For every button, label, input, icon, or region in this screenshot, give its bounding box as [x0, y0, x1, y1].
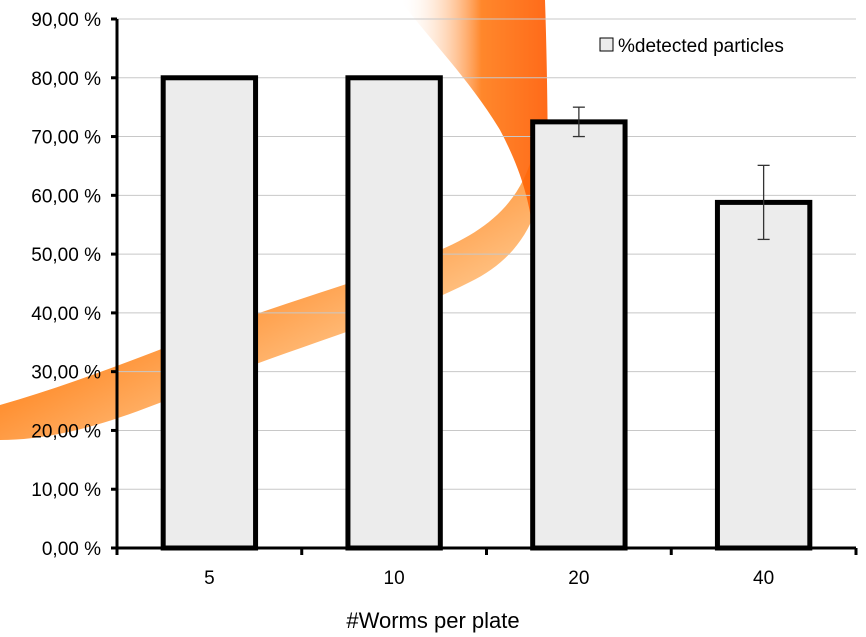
y-tick-label: 80,00 %	[31, 69, 101, 90]
y-tick-label: 60,00 %	[31, 186, 101, 207]
legend: %detected particles	[599, 36, 784, 57]
bar	[530, 119, 628, 551]
y-tick-label: 50,00 %	[31, 245, 101, 266]
y-tick-label: 30,00 %	[31, 363, 101, 384]
x-tick-label: 20	[568, 568, 589, 589]
x-axis-title: #Worms per plate	[346, 608, 519, 633]
y-tick-label: 20,00 %	[31, 421, 101, 442]
x-tick-label: 10	[384, 568, 405, 589]
legend-label: %detected particles	[618, 36, 784, 57]
bar	[714, 199, 813, 551]
y-tick-label: 0,00 %	[42, 539, 101, 560]
y-tick-label: 90,00 %	[31, 10, 101, 31]
bar	[160, 75, 259, 551]
x-tick-label: 5	[204, 568, 215, 589]
y-ticks: 0,00 % 10,00 % 20,00 % 30,00 % 40,00 % 50,00 …	[31, 10, 117, 560]
background-swoosh	[0, 0, 548, 440]
y-tick-label: 70,00 %	[31, 128, 101, 149]
bar	[345, 75, 443, 551]
y-tick-label: 40,00 %	[31, 304, 101, 325]
x-tick-label: 40	[753, 568, 774, 589]
swoosh-lower	[0, 150, 545, 440]
y-tick-label: 10,00 %	[31, 480, 101, 501]
error-bars	[572, 106, 770, 241]
legend-swatch	[599, 37, 614, 52]
swoosh-upper	[400, 0, 548, 240]
x-ticks: 5 10 20 40	[115, 548, 858, 589]
